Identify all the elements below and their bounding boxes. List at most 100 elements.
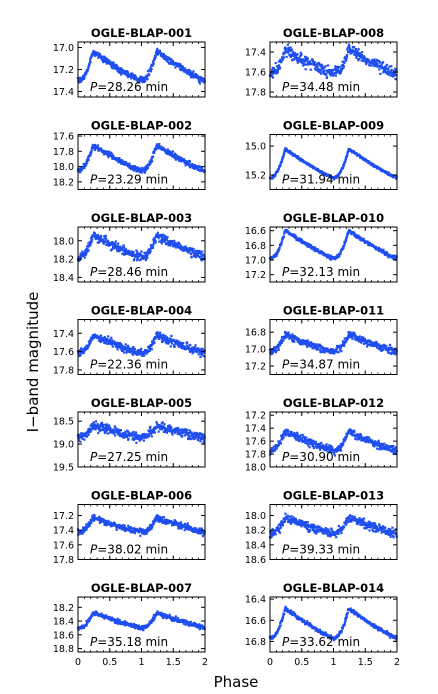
data-point xyxy=(152,619,155,622)
data-point xyxy=(89,58,92,61)
data-point xyxy=(84,529,87,532)
data-point xyxy=(138,259,141,262)
data-point xyxy=(182,428,185,431)
data-point xyxy=(104,150,107,153)
data-point xyxy=(96,51,99,54)
data-point xyxy=(184,164,187,167)
data-point xyxy=(85,623,88,626)
data-point xyxy=(321,65,324,68)
data-point xyxy=(105,519,108,522)
data-point xyxy=(193,76,197,79)
data-point xyxy=(326,76,329,79)
data-point xyxy=(112,67,115,70)
data-point xyxy=(134,436,137,439)
data-point xyxy=(103,430,106,433)
data-point xyxy=(118,249,121,252)
data-point xyxy=(129,253,132,256)
light-curve-panel: OGLE-BLAP-009 15.0 15.2 P=31.94 min xyxy=(245,119,398,190)
data-point xyxy=(191,528,194,531)
period-label: P=34.48 min xyxy=(282,80,360,94)
data-point xyxy=(91,147,94,150)
data-point xyxy=(83,76,86,79)
data-point xyxy=(80,347,83,350)
data-point xyxy=(123,72,126,75)
data-point xyxy=(102,426,105,429)
data-point xyxy=(165,237,168,240)
data-point xyxy=(183,529,186,532)
data-point xyxy=(185,162,188,165)
data-point xyxy=(91,54,94,57)
data-points xyxy=(76,610,206,632)
data-point xyxy=(358,55,361,58)
data-point xyxy=(285,55,288,58)
data-point xyxy=(304,55,307,58)
data-point xyxy=(79,352,82,355)
data-point xyxy=(78,256,81,259)
data-point xyxy=(185,347,188,350)
data-point xyxy=(346,154,349,157)
data-point xyxy=(180,157,183,160)
data-point xyxy=(287,47,291,50)
data-point xyxy=(163,240,166,243)
data-point xyxy=(157,425,160,428)
data-point xyxy=(150,344,153,347)
data-point xyxy=(151,160,154,163)
data-point xyxy=(88,244,91,248)
data-point xyxy=(199,355,202,359)
data-point xyxy=(117,524,120,527)
data-point xyxy=(163,336,166,340)
data-point xyxy=(140,254,143,257)
data-point xyxy=(135,168,138,171)
data-point xyxy=(280,160,283,163)
data-point xyxy=(195,254,198,258)
y-tick-label: 17.4 xyxy=(53,329,74,340)
light-curve-panel: OGLE-BLAP-010 16.6 16.8 17.0 17.2 P=32.13 min xyxy=(245,211,398,283)
data-point xyxy=(197,353,200,356)
data-point xyxy=(159,233,162,237)
data-point xyxy=(162,516,165,519)
data-point xyxy=(127,431,130,434)
data-point xyxy=(315,343,318,346)
data-point xyxy=(148,349,151,352)
data-point xyxy=(135,253,138,256)
data-point xyxy=(191,250,194,253)
data-point xyxy=(187,71,191,74)
y-tick-label: 17.8 xyxy=(53,555,74,566)
data-point xyxy=(89,152,93,155)
data-point xyxy=(96,612,99,616)
data-point xyxy=(117,428,120,431)
data-point xyxy=(195,625,198,629)
data-point xyxy=(133,527,136,530)
data-point xyxy=(156,613,159,616)
data-point xyxy=(86,248,89,251)
data-point xyxy=(152,243,155,246)
data-point xyxy=(389,74,392,77)
data-point xyxy=(87,340,90,343)
data-point xyxy=(190,252,193,255)
data-point xyxy=(274,172,277,175)
data-point xyxy=(164,518,167,521)
data-point xyxy=(162,430,165,434)
data-point xyxy=(380,64,383,67)
data-point xyxy=(102,428,106,431)
data-point xyxy=(338,255,341,258)
data-point xyxy=(348,44,351,47)
data-point xyxy=(113,246,116,250)
data-point xyxy=(162,240,165,243)
data-point xyxy=(110,242,113,245)
data-point xyxy=(104,521,107,524)
data-point xyxy=(303,60,306,63)
data-point xyxy=(117,161,120,164)
data-point xyxy=(189,74,192,77)
data-point xyxy=(277,67,280,70)
data-point xyxy=(104,427,107,430)
data-point xyxy=(113,430,116,433)
data-point xyxy=(103,341,106,345)
data-point xyxy=(101,424,104,427)
data-point xyxy=(158,332,161,335)
data-point xyxy=(129,74,132,78)
data-point xyxy=(345,57,348,60)
data-point xyxy=(343,242,347,245)
data-point xyxy=(169,244,172,247)
